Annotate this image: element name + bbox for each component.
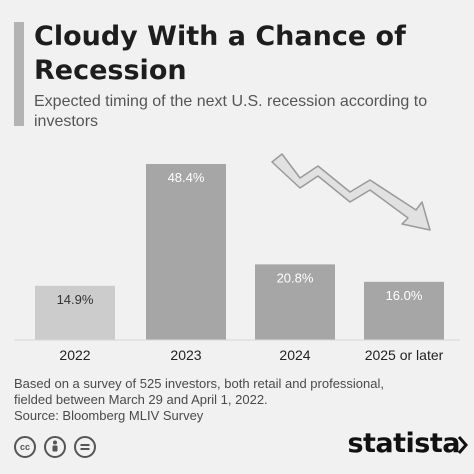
attribution-icon[interactable]	[44, 436, 66, 458]
value-label: 20.8%	[277, 270, 314, 285]
value-label: 48.4%	[168, 170, 205, 185]
footnote: Based on a survey of 525 investors, both…	[14, 376, 464, 424]
bar-2022	[35, 285, 115, 340]
brand-logo[interactable]: statista	[347, 428, 460, 459]
category-label: 2025 or later	[365, 347, 444, 363]
accent-bar	[14, 22, 24, 126]
bar-2024	[255, 264, 335, 340]
value-label: 14.9%	[57, 292, 94, 307]
page-subtitle: Expected timing of the next U.S. recessi…	[34, 93, 428, 130]
down-trend-arrow-icon	[271, 153, 431, 231]
bar-2023	[146, 164, 226, 340]
category-label: 2022	[59, 347, 90, 363]
category-label: 2024	[279, 347, 310, 363]
bar-chart: 14.9% 2022 48.4% 2023 20.8% 2024 16.0% 2025 or …	[14, 153, 460, 363]
bar-2025-or-later	[364, 281, 444, 340]
footnote-line-2: fielded between March 29 and April 1, 20…	[14, 392, 268, 407]
value-label: 16.0%	[386, 288, 423, 303]
page-title: Cloudy With a Chance of Recession	[34, 21, 406, 86]
category-label: 2023	[170, 347, 201, 363]
no-derivatives-icon[interactable]	[74, 436, 96, 458]
footnote-line-1: Based on a survey of 525 investors, both…	[14, 376, 384, 391]
footer: cc statista	[0, 420, 474, 474]
cc-icon[interactable]: cc	[14, 436, 36, 458]
source-line: Source: Bloomberg MLIV Survey	[14, 408, 204, 423]
brand-mark-icon	[458, 436, 468, 454]
